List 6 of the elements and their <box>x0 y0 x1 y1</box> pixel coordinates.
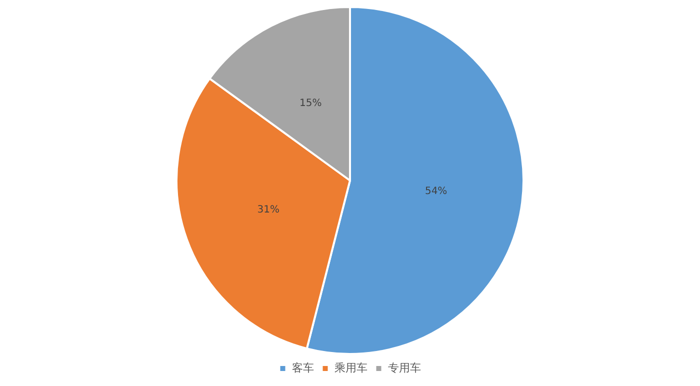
data-label: 54% <box>424 186 448 197</box>
legend-label: 客车 <box>292 361 314 374</box>
legend-label: 专用车 <box>388 361 421 374</box>
data-label: 31% <box>257 204 280 216</box>
legend-label: 乘用车 <box>334 361 368 374</box>
data-label: 15% <box>300 98 322 109</box>
